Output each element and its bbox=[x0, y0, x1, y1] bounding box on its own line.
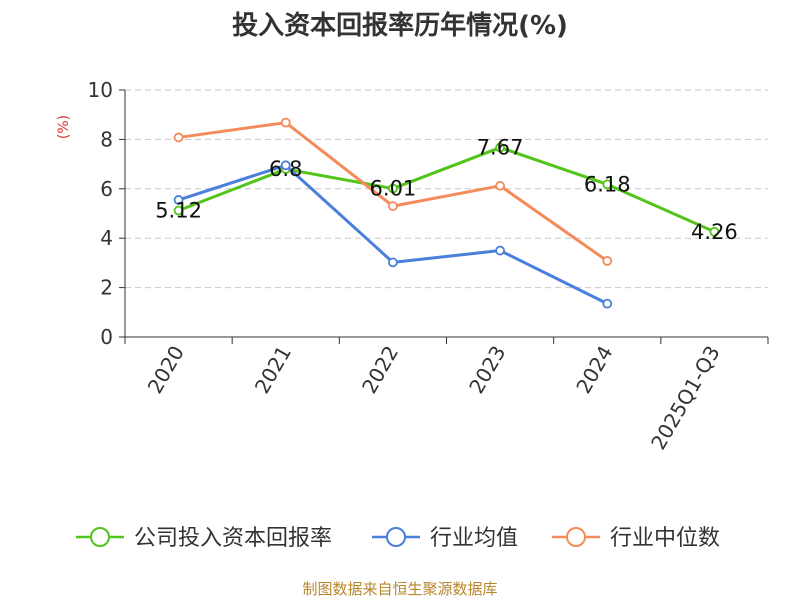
series-point-0 bbox=[173, 205, 184, 216]
series-point-0 bbox=[709, 226, 720, 237]
data-label: 5.12 bbox=[155, 199, 202, 223]
y-tick-label: 0 bbox=[100, 325, 113, 349]
series-line-0 bbox=[178, 146, 716, 234]
series-point-1 bbox=[602, 298, 613, 309]
axes: 0 2 4 6 8 10 2020 2021 2022 2023 2024 2025Q1-Q3 bbox=[88, 78, 769, 454]
series-point-2 bbox=[602, 256, 613, 266]
data-label: 6.18 bbox=[584, 172, 631, 196]
series-point-1 bbox=[173, 195, 184, 205]
series-point-1 bbox=[280, 160, 291, 171]
legend-marker-0 bbox=[90, 527, 110, 547]
y-axis-unit: (%) bbox=[56, 115, 72, 139]
series-point-1 bbox=[495, 245, 505, 256]
series-layer bbox=[173, 117, 720, 309]
series-point-0 bbox=[495, 142, 505, 153]
data-label: 7.67 bbox=[477, 136, 524, 160]
data-label: 6.8 bbox=[269, 157, 302, 181]
data-label: 6.01 bbox=[370, 177, 417, 201]
legend-marker-2 bbox=[566, 527, 586, 547]
series-point-2 bbox=[388, 201, 398, 211]
x-tick-label: 2021 bbox=[250, 342, 296, 398]
data-labels: 5.12 6.8 6.01 7.67 6.18 4.26 bbox=[155, 136, 738, 244]
series-point-1 bbox=[388, 257, 398, 268]
y-tick-label: 8 bbox=[100, 127, 113, 151]
source-note: 制图数据来自恒生聚源数据库 bbox=[302, 580, 497, 598]
series-point-0 bbox=[602, 179, 613, 190]
legend-label-2: 行业中位数 bbox=[610, 526, 720, 551]
x-tick-label: 2023 bbox=[464, 342, 510, 398]
x-tick-label: 2024 bbox=[571, 342, 617, 398]
x-tick-label: 2025Q1-Q3 bbox=[646, 342, 725, 454]
series-point-2 bbox=[495, 180, 505, 191]
y-tick-label: 2 bbox=[100, 276, 113, 300]
series-point-0 bbox=[388, 183, 398, 194]
legend: 公司投入资本回报率 行业均值 行业中位数 bbox=[76, 526, 720, 551]
series-point-2 bbox=[280, 117, 291, 128]
x-tick-label: 2022 bbox=[357, 342, 403, 398]
legend-label-1: 行业均值 bbox=[430, 526, 518, 551]
chart-title: 投入资本回报率历年情况(%) bbox=[232, 10, 568, 41]
x-tick-label: 2020 bbox=[143, 342, 189, 398]
grid-lines bbox=[125, 89, 768, 289]
y-tick-label: 4 bbox=[100, 226, 113, 250]
series-point-2 bbox=[173, 132, 184, 143]
data-label: 4.26 bbox=[691, 220, 738, 244]
legend-marker-1 bbox=[386, 527, 406, 547]
legend-label-0: 公司投入资本回报率 bbox=[134, 526, 332, 551]
y-tick-label: 10 bbox=[88, 78, 113, 102]
y-tick-label: 6 bbox=[100, 177, 113, 201]
